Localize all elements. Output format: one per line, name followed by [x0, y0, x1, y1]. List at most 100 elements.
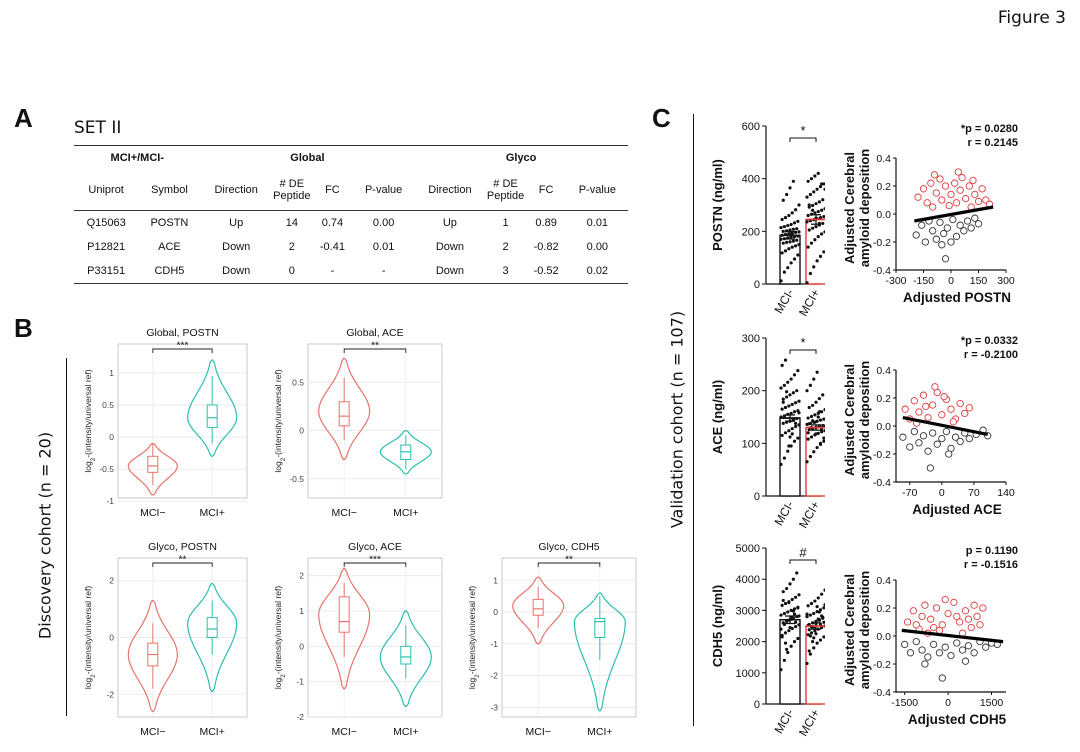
category-label: MCI-	[771, 499, 796, 529]
data-point	[823, 408, 825, 412]
data-point	[808, 454, 812, 459]
data-point	[974, 197, 983, 206]
data-point	[822, 250, 825, 254]
data-point	[919, 391, 928, 399]
data-point	[788, 582, 792, 586]
data-point	[815, 370, 819, 374]
data-point	[796, 436, 800, 440]
violin-glyco-cdh5: -3 -2 -1 0 1 Glyco, CDH5 log2-(intensity/unive…	[467, 541, 637, 738]
table-cell: Down	[222, 241, 251, 253]
data-point	[790, 597, 794, 602]
set-label: SET II	[74, 118, 122, 138]
data-point	[791, 239, 795, 243]
data-point	[781, 598, 785, 603]
violin-shape	[379, 610, 432, 707]
scatter-cdh5: p = 0.1190 r = -0.1516 -0.4 -0.2 0.0 0.2 0.4 -1…	[842, 545, 1018, 727]
bar-postn: 0 200 400 600 POSTN (ng/ml) MCI- MCI+ *	[710, 121, 825, 319]
data-point	[967, 623, 975, 632]
significance-mark: ***	[177, 341, 189, 352]
data-point	[809, 241, 814, 245]
data-point	[795, 389, 799, 393]
violin-title: Global, POSTN	[146, 327, 218, 339]
significance-bracket	[789, 349, 817, 354]
data-point	[815, 641, 819, 645]
table-cell: 0.00	[586, 241, 609, 253]
data-point	[947, 651, 955, 660]
violin-global-ace: -0.5 0 0.5 Global, ACE log2-(intensity/unive…	[273, 327, 443, 519]
data-point	[932, 189, 940, 197]
data-point	[806, 213, 810, 218]
data-point	[790, 432, 794, 436]
significance-bracket	[789, 137, 817, 142]
data-point	[789, 444, 793, 448]
x-tick-label: 0	[945, 697, 951, 709]
y-tick-label: -0.4	[873, 265, 891, 277]
data-point	[787, 629, 791, 633]
data-point	[783, 249, 788, 253]
data-point	[816, 596, 820, 600]
data-point	[912, 637, 920, 646]
data-point	[783, 631, 788, 635]
data-point	[941, 595, 949, 604]
data-point	[816, 617, 820, 621]
significance-bracket	[537, 562, 601, 567]
y-tick-label: -1	[490, 639, 498, 649]
plot-area	[307, 343, 443, 499]
data-point	[806, 437, 810, 441]
data-point	[779, 462, 783, 466]
data-point	[812, 611, 816, 616]
data-point	[924, 653, 932, 661]
data-point	[809, 631, 814, 635]
data-point	[956, 437, 964, 446]
data-point	[938, 621, 946, 629]
table-cell: POSTN	[150, 217, 189, 229]
data-point	[808, 634, 812, 638]
y-tick-label: 0.2	[876, 393, 891, 405]
data-point	[970, 601, 978, 609]
data-point	[805, 389, 809, 393]
data-point	[797, 230, 801, 234]
data-point	[936, 175, 944, 183]
data-point	[918, 612, 926, 621]
data-point	[809, 435, 814, 439]
data-point	[929, 203, 937, 211]
column-header: P-value	[353, 170, 415, 211]
violin-shape	[318, 568, 371, 690]
data-point	[805, 220, 809, 224]
data-point	[820, 182, 824, 186]
significance-bracket	[152, 562, 213, 567]
category-label: MCI+	[393, 726, 418, 738]
y-tick-label: 1	[493, 575, 498, 585]
column-header: Symbol	[138, 170, 201, 211]
data-point	[794, 625, 798, 629]
de-peptide-table: MCI+/MCI- Global Glyco Uniprot Symbol Dire…	[74, 145, 628, 284]
y-tick-label: -2	[296, 712, 304, 722]
y-axis-label: CDH5 (ng/ml)	[710, 585, 725, 667]
data-point	[817, 610, 821, 614]
data-point	[822, 214, 825, 219]
stat-r: r = 0.2145	[968, 137, 1018, 149]
data-point	[927, 615, 935, 623]
y-tick-label: 1	[299, 606, 304, 616]
data-point	[807, 428, 811, 432]
data-point	[922, 402, 930, 411]
data-point	[929, 623, 938, 632]
y-tick-label: 200	[742, 386, 760, 398]
data-point	[906, 443, 914, 451]
data-point	[787, 601, 791, 605]
data-point	[823, 429, 825, 433]
data-point	[929, 401, 937, 409]
data-point	[779, 237, 783, 241]
data-point	[787, 444, 791, 448]
data-point	[796, 636, 800, 641]
data-point	[785, 192, 789, 197]
category-label: MCI-	[771, 287, 796, 317]
data-point	[951, 179, 959, 187]
data-point	[945, 450, 953, 458]
data-point	[938, 434, 946, 443]
data-point	[941, 182, 950, 190]
data-point	[964, 615, 973, 623]
y-axis-label: log2-(intensity/universal ref)	[273, 369, 287, 472]
data-point	[788, 393, 792, 397]
bar-ace: 0 100 200 300 ACE (ng/ml) MCI- MCI+ *	[710, 333, 825, 531]
